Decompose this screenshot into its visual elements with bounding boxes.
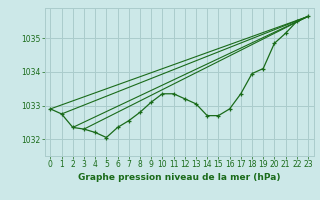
X-axis label: Graphe pression niveau de la mer (hPa): Graphe pression niveau de la mer (hPa) <box>78 173 280 182</box>
